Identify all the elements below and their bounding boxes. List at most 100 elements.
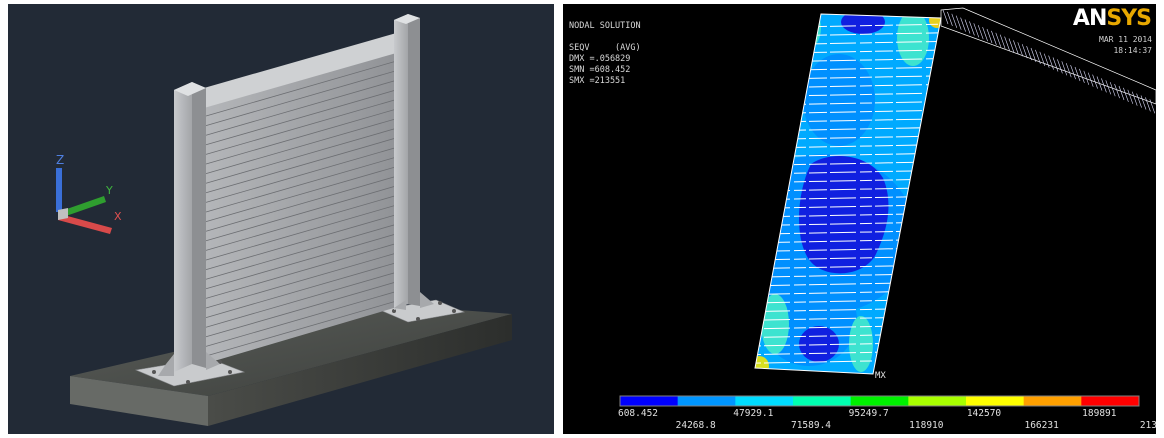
mesh-element-line xyxy=(1048,55,1054,70)
result-type: SEQV (AVG) xyxy=(569,43,641,53)
legend-swatch xyxy=(908,396,967,406)
contour-legend-bar xyxy=(619,395,1140,407)
mesh-element-line xyxy=(995,32,1002,47)
mesh-element-line xyxy=(991,30,997,46)
mesh-element-line xyxy=(1065,63,1072,78)
post-left xyxy=(158,82,220,376)
mesh-element-line xyxy=(955,15,962,30)
mesh-element-line xyxy=(1105,80,1112,95)
fence-slat-line xyxy=(205,276,415,338)
time-stamp: 18:14:37 xyxy=(1113,46,1152,55)
legend-border xyxy=(619,395,1140,407)
mesh-element-line xyxy=(1149,99,1156,114)
legend-value-lower: 24268.8 xyxy=(675,420,716,431)
legend-swatch xyxy=(1023,396,1082,406)
mx-marker: MX xyxy=(875,371,886,381)
mesh-element-line xyxy=(1092,74,1098,89)
fence-slat-line xyxy=(205,84,415,146)
fence-slat-line xyxy=(205,113,415,174)
legend-value-upper: 189891 xyxy=(1082,408,1117,419)
mesh-element-line xyxy=(1087,72,1094,87)
fence-slat-line xyxy=(205,142,415,203)
mesh-element-line xyxy=(1109,82,1116,97)
axis-label-y: Y xyxy=(105,184,113,197)
mesh-element-line xyxy=(1061,61,1068,76)
mesh-element-line xyxy=(1096,76,1103,91)
mesh-element-line xyxy=(1013,40,1019,55)
fence-slat-line xyxy=(205,286,415,347)
mesh-element-line xyxy=(999,34,1006,49)
fence-slat-line xyxy=(205,122,415,184)
stress-contour-canvas: MX xyxy=(619,7,1156,407)
dmx-value: DMX =.056829 xyxy=(569,54,631,64)
fence-slat-line xyxy=(205,218,415,280)
fence-slat-line xyxy=(205,228,415,290)
mesh-element-line xyxy=(1008,38,1015,53)
axis-label-x: X xyxy=(114,210,122,223)
mesh-element-line xyxy=(1118,85,1125,101)
legend-swatch xyxy=(1081,396,1140,406)
fence-slat-line xyxy=(205,199,415,261)
mesh-element-line xyxy=(1026,45,1032,61)
mesh-element-line xyxy=(1021,44,1028,59)
legend-value-upper: 608.452 xyxy=(617,408,659,419)
mesh-element-line xyxy=(1083,70,1090,85)
fence-slat-line xyxy=(205,190,415,251)
fence-slat-line xyxy=(205,94,415,155)
mesh-element-line xyxy=(1043,53,1050,68)
mesh-element-line xyxy=(1004,36,1010,51)
fence-slat-line xyxy=(205,151,415,213)
legend-value-lower: 166231 xyxy=(1024,420,1059,431)
mesh-elements xyxy=(940,7,1156,114)
fence-slat-line xyxy=(205,209,415,270)
cad-model-canvas: Z Y X xyxy=(56,14,512,426)
ucs-axis-icon xyxy=(56,168,112,234)
fence-slat-line xyxy=(205,132,415,194)
ansys-result-viewport[interactable]: MX NODAL SOLUTION SEQV (AVG) DMX =.05682… xyxy=(563,4,1156,434)
post-right xyxy=(394,14,434,310)
legend-swatch xyxy=(793,396,852,406)
legend-swatch xyxy=(850,396,909,406)
legend-value-lower: 118910 xyxy=(909,420,944,431)
fence-panel xyxy=(204,28,415,364)
cad-viewport[interactable]: Z Y X xyxy=(8,4,554,434)
mesh-element-line xyxy=(964,19,971,34)
legend-swatch xyxy=(677,396,736,406)
result-title: NODAL SOLUTION xyxy=(569,21,641,31)
mesh-element-line xyxy=(977,25,984,40)
mesh-element-line xyxy=(1145,97,1151,112)
legend-value-upper: 95249.7 xyxy=(848,408,889,419)
stress-contour-plate xyxy=(755,14,941,374)
mesh-element-line xyxy=(1070,64,1076,80)
plate-outline xyxy=(754,13,942,375)
mesh-element-line xyxy=(982,26,988,42)
fence-slat-line xyxy=(205,170,415,232)
mesh-element-line xyxy=(951,13,958,28)
fence-slat-line xyxy=(205,295,415,357)
mesh-element-line xyxy=(1123,87,1129,103)
mesh-element-line xyxy=(1030,47,1037,63)
mesh-element-line xyxy=(1140,95,1147,110)
legend-swatch xyxy=(735,396,794,406)
mesh-element-line xyxy=(1052,57,1059,72)
mesh-element-line xyxy=(942,9,949,25)
axis-label-z: Z xyxy=(56,153,64,167)
mesh-element-line xyxy=(1131,91,1138,106)
mesh-element-line xyxy=(1127,89,1134,104)
mesh-element-line xyxy=(973,23,980,38)
legend-swatch xyxy=(620,396,679,406)
mesh-element-line xyxy=(960,17,966,32)
ansys-logo: ANSYS xyxy=(1072,6,1152,31)
mesh-element-line xyxy=(1017,42,1024,57)
fence-slat-line xyxy=(205,103,415,165)
legend-value-lower: 213551 xyxy=(1139,420,1156,431)
legend-swatch xyxy=(966,396,1025,406)
fence-slat-line xyxy=(205,266,415,328)
fence-slat-line xyxy=(205,74,415,136)
mesh-element-line xyxy=(969,21,975,36)
mesh-element-line xyxy=(986,28,993,44)
mesh-element-line xyxy=(1074,66,1081,82)
mesh-element-line xyxy=(1035,49,1041,65)
mesh-element-line xyxy=(1079,68,1085,84)
legend-value-upper: 142570 xyxy=(966,408,1002,419)
